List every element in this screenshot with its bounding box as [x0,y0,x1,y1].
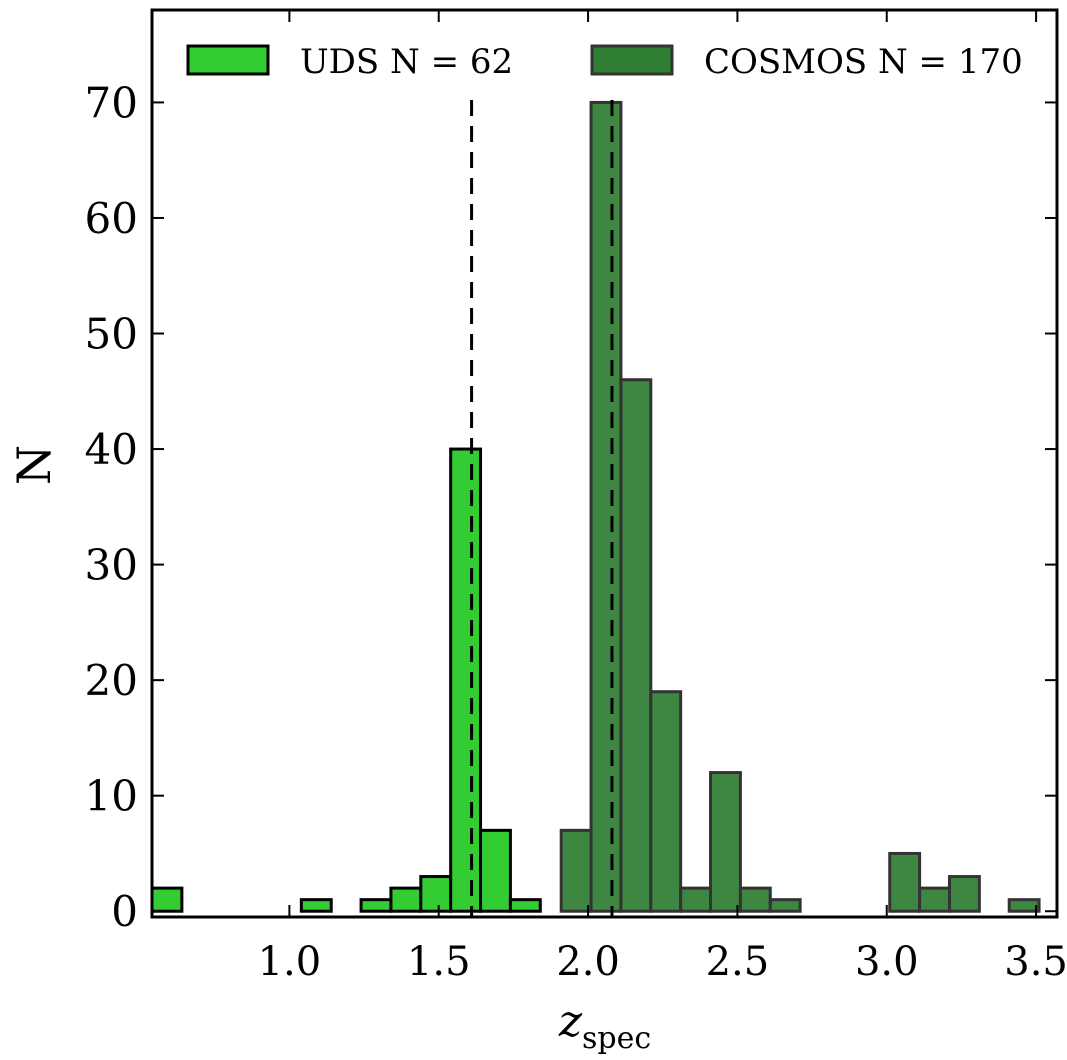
cosmos-bar-3 [649,690,683,913]
x-axis-label-subscript: spec [582,1021,651,1056]
x-tick-label-1: 1.5 [407,939,471,985]
ticks-layer: 1.0 1.5 2.0 2.5 3.0 3.5 0 10 20 30 40 50 60 70 [85,10,1067,985]
legend: UDS N = 62 COSMOS N = 170 [186,42,1023,82]
uds-bar-0 [150,886,184,913]
uds-bar-1 [299,898,333,913]
cosmos-bar-11 [1007,898,1041,913]
y-tick-label-3: 30 [85,541,138,590]
y-tick-label-0: 0 [111,887,138,936]
cosmos-bar-5 [709,771,742,913]
y-axis-label: N [7,445,61,485]
y-tick-label-1: 10 [85,772,138,821]
y-tick-label-7: 70 [85,78,138,127]
cosmos-bar-1 [589,100,623,913]
x-axis-label: zspec [558,996,651,1056]
legend-swatch-cosmos [590,44,674,76]
uds-bar-4 [419,875,453,913]
y-tick-label-6: 60 [85,194,138,243]
x-axis-label-main: z [558,996,583,1047]
x-tick-label-3: 2.5 [706,939,770,985]
uds-bar-7 [508,898,542,913]
legend-swatch-uds [186,44,270,76]
uds-bar-6 [479,828,512,913]
cosmos-bar-6 [738,886,772,913]
uds-bar-5 [449,447,483,913]
uds-bar-3 [389,886,423,913]
x-tick-label-2: 2.0 [556,939,620,985]
y-tick-label-5: 50 [85,310,138,359]
uds-bar-2 [359,898,393,913]
cosmos-bar-0 [559,828,593,913]
plot-frame [150,8,1059,919]
cosmos-bar-2 [619,378,653,913]
cosmos-bar-9 [918,886,951,913]
x-tick-label-5: 3.5 [1004,939,1067,985]
x-tick-label-4: 3.0 [855,939,919,985]
y-tick-label-4: 40 [85,425,138,474]
cosmos-bar-7 [768,898,802,913]
bars-layer [150,100,1041,913]
x-tick-label-0: 1.0 [258,939,322,985]
cosmos-bar-10 [947,875,981,913]
y-tick-label-2: 20 [85,656,138,705]
legend-label-cosmos: COSMOS N = 170 [704,42,1023,82]
legend-label-uds: UDS N = 62 [300,42,513,82]
cosmos-bar-4 [679,886,713,913]
cosmos-bar-8 [888,851,922,913]
reference-lines-layer [470,100,614,917]
